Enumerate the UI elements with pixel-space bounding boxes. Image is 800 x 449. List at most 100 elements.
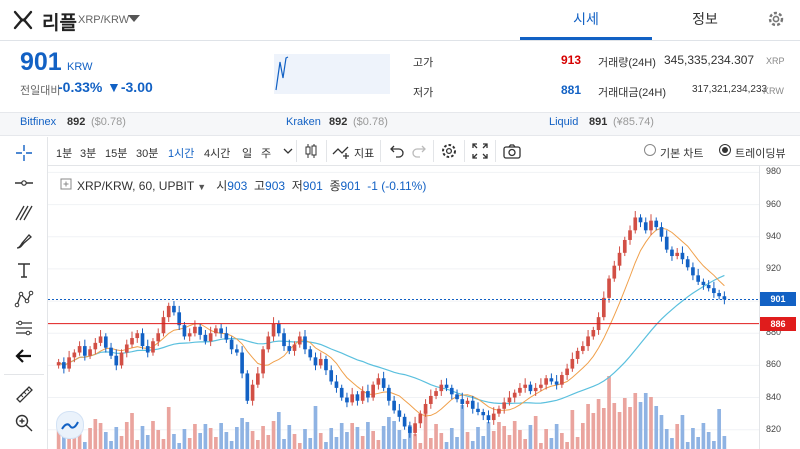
volume-bar xyxy=(491,431,496,449)
candle-body xyxy=(481,412,486,416)
candle-body xyxy=(345,397,349,403)
settings-icon[interactable] xyxy=(440,142,458,160)
pattern-icon[interactable] xyxy=(14,289,34,309)
candle-body xyxy=(145,346,150,353)
candle-body xyxy=(161,317,166,334)
volume-bar xyxy=(124,422,129,449)
tradingview-logo-icon[interactable] xyxy=(56,411,84,439)
candle-body xyxy=(114,355,119,366)
interval-4h[interactable]: 4시간 xyxy=(204,148,231,160)
redo-icon[interactable] xyxy=(411,143,427,159)
candle-body xyxy=(491,413,496,421)
candle-body xyxy=(72,352,77,358)
candle-body xyxy=(455,394,459,400)
volume-bar xyxy=(93,419,98,449)
candle-body xyxy=(696,275,701,282)
tab-quote[interactable]: 시세 xyxy=(520,0,652,40)
candle-body xyxy=(151,341,155,353)
arrow-left-icon[interactable] xyxy=(14,346,34,366)
candle-body xyxy=(675,252,680,257)
candle-body xyxy=(182,325,187,337)
candle-body xyxy=(643,222,648,231)
moving-average-fast xyxy=(58,227,725,417)
indicator-label[interactable]: 지표 xyxy=(354,148,375,160)
price-chart[interactable] xyxy=(48,166,759,449)
interval-week[interactable]: 주 xyxy=(261,148,272,160)
candle-body xyxy=(334,381,339,388)
candle-body xyxy=(497,408,501,414)
candle-body xyxy=(303,336,307,350)
volume-bar xyxy=(287,425,292,449)
chevron-down-icon[interactable] xyxy=(128,15,140,22)
candle-body xyxy=(591,330,596,337)
candle-body xyxy=(67,357,71,369)
chevron-down-icon[interactable] xyxy=(282,146,294,156)
zoom-in-icon[interactable] xyxy=(14,413,34,433)
candle-body xyxy=(292,344,297,351)
crosshair-icon[interactable] xyxy=(14,143,34,163)
exchange-name: Kraken xyxy=(286,116,321,128)
candle-body xyxy=(549,378,554,382)
volume-bar xyxy=(539,443,543,449)
volume-bar xyxy=(240,418,244,449)
candle-body xyxy=(523,384,528,388)
brush-icon[interactable] xyxy=(14,231,34,251)
exchange-sub: (¥85.74) xyxy=(613,116,654,128)
volume-bar xyxy=(214,437,218,449)
indicator-icon[interactable] xyxy=(332,142,352,160)
candle-body xyxy=(465,400,470,404)
volume-bar xyxy=(476,427,480,449)
chevron-down-icon[interactable]: ▼ xyxy=(197,182,207,192)
candle-body xyxy=(539,384,543,388)
text-icon[interactable] xyxy=(14,260,34,280)
volume-bar xyxy=(297,443,302,449)
radio-trading-view[interactable] xyxy=(718,143,732,157)
trading-view-label[interactable]: 트레이딩뷰 xyxy=(735,148,786,160)
candle-type-icon[interactable] xyxy=(302,142,320,160)
volume-bar xyxy=(434,424,438,449)
pitchfork-icon[interactable] xyxy=(14,202,34,222)
gear-icon[interactable] xyxy=(766,9,786,29)
volume-bar xyxy=(643,393,648,449)
volume-bar xyxy=(350,423,355,449)
tab-info[interactable]: 정보 xyxy=(692,11,718,27)
candle-body xyxy=(172,305,176,313)
interval-1m[interactable]: 1분 xyxy=(56,148,73,160)
volume-bar xyxy=(654,406,659,449)
volume-bar xyxy=(675,424,680,449)
change-percent: -0.33% xyxy=(58,79,103,95)
interval-15m[interactable]: 15분 xyxy=(105,148,128,160)
candle-body xyxy=(166,305,171,318)
candle-body xyxy=(376,378,381,385)
interval-30m[interactable]: 30분 xyxy=(136,148,159,160)
volume-bar xyxy=(135,440,140,449)
interval-day[interactable]: 일 xyxy=(242,148,253,160)
candle-body xyxy=(528,384,533,392)
fib-tool-icon[interactable] xyxy=(14,318,34,338)
candle-body xyxy=(261,349,265,374)
candle-body xyxy=(664,236,669,250)
volume-bar xyxy=(701,423,706,449)
last-price-tag: 901 xyxy=(760,292,796,307)
fullscreen-icon[interactable] xyxy=(471,142,489,160)
interval-3m[interactable]: 3분 xyxy=(80,148,97,160)
undo-icon[interactable] xyxy=(389,143,405,159)
price-axis[interactable] xyxy=(759,166,800,449)
sparkline xyxy=(274,54,390,94)
volume-bar xyxy=(266,435,271,449)
volume-bar xyxy=(685,442,690,449)
candle-body xyxy=(470,400,475,409)
basic-chart-label[interactable]: 기본 차트 xyxy=(660,148,704,160)
horizontal-line-icon[interactable] xyxy=(14,173,34,193)
volume-bar xyxy=(308,438,313,449)
plus-square-icon[interactable] xyxy=(60,178,72,190)
camera-icon[interactable] xyxy=(502,142,522,160)
chart-legend: XRP/KRW, 60, UPBIT ▼ 시903 고903 저901 종901… xyxy=(77,177,426,194)
interval-1h[interactable]: 1시간 xyxy=(168,148,195,160)
radio-basic-chart[interactable] xyxy=(643,143,657,157)
candle-body xyxy=(701,281,706,285)
ruler-icon[interactable] xyxy=(14,384,34,404)
volume-bar xyxy=(575,437,580,449)
volume-bar xyxy=(533,416,538,449)
volume-bar xyxy=(371,431,375,449)
